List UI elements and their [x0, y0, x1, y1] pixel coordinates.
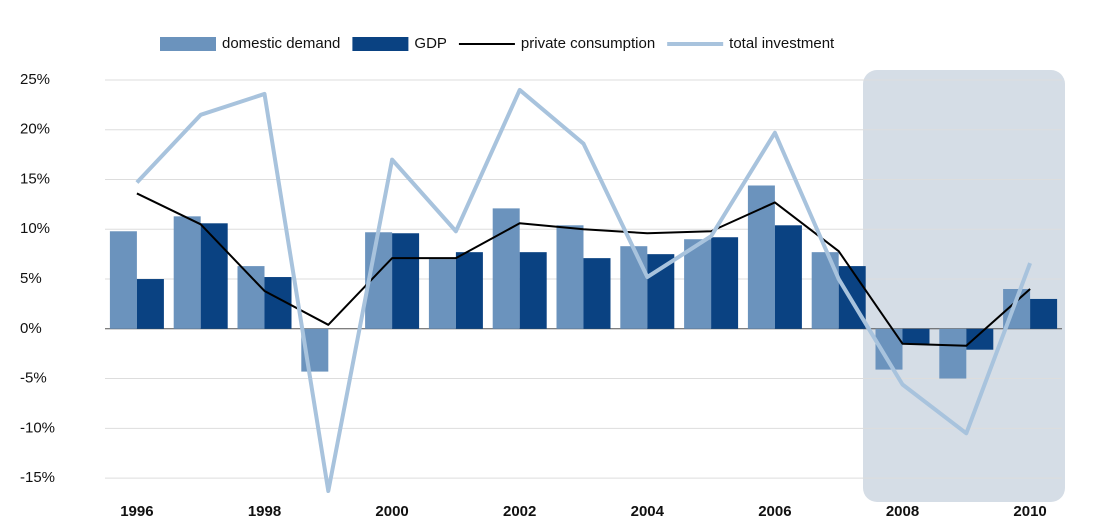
x-tick-label: 2006 — [758, 503, 791, 520]
x-tick-label: 2010 — [1013, 503, 1046, 520]
bar — [1030, 298, 1058, 329]
bar — [173, 216, 201, 329]
bar — [966, 328, 994, 350]
bar — [519, 252, 547, 329]
bar — [684, 239, 712, 329]
y-tick-label: 10% — [20, 220, 50, 237]
bar — [747, 185, 775, 329]
x-tick-label: 2002 — [503, 503, 536, 520]
y-tick-label: 5% — [20, 270, 42, 287]
line-series — [136, 192, 1031, 347]
x-tick-label: 1996 — [120, 503, 153, 520]
legend-label: GDP — [414, 35, 447, 52]
bar — [711, 237, 739, 329]
y-tick-label: -15% — [20, 469, 55, 486]
bar — [428, 259, 456, 329]
x-tick-label: 1998 — [248, 503, 281, 520]
bar — [583, 258, 611, 329]
x-tick-label: 2008 — [886, 503, 919, 520]
bar — [902, 328, 930, 344]
bar — [392, 233, 420, 329]
legend-swatch — [160, 37, 216, 51]
legend-label: total investment — [729, 35, 835, 52]
y-tick-label: -10% — [20, 419, 55, 436]
highlight-region — [863, 70, 1065, 502]
bar — [109, 231, 137, 329]
bar — [620, 246, 648, 329]
bar — [556, 225, 584, 329]
bar — [811, 252, 839, 329]
y-tick-label: -5% — [20, 370, 47, 387]
bar — [939, 328, 967, 379]
y-tick-label: 0% — [20, 320, 42, 337]
y-tick-label: 20% — [20, 121, 50, 138]
x-tick-label: 2004 — [631, 503, 665, 520]
y-tick-label: 15% — [20, 170, 50, 187]
bar — [455, 252, 483, 329]
bar — [136, 279, 164, 329]
bar — [647, 254, 675, 329]
bar — [774, 225, 802, 329]
y-tick-label: 25% — [20, 71, 50, 88]
line-series — [135, 87, 1032, 494]
legend-label: domestic demand — [222, 35, 340, 52]
bar — [200, 223, 228, 329]
x-tick-label: 2000 — [375, 503, 408, 520]
legend-label: private consumption — [521, 35, 655, 52]
legend-swatch — [352, 37, 409, 51]
bar — [492, 208, 520, 329]
